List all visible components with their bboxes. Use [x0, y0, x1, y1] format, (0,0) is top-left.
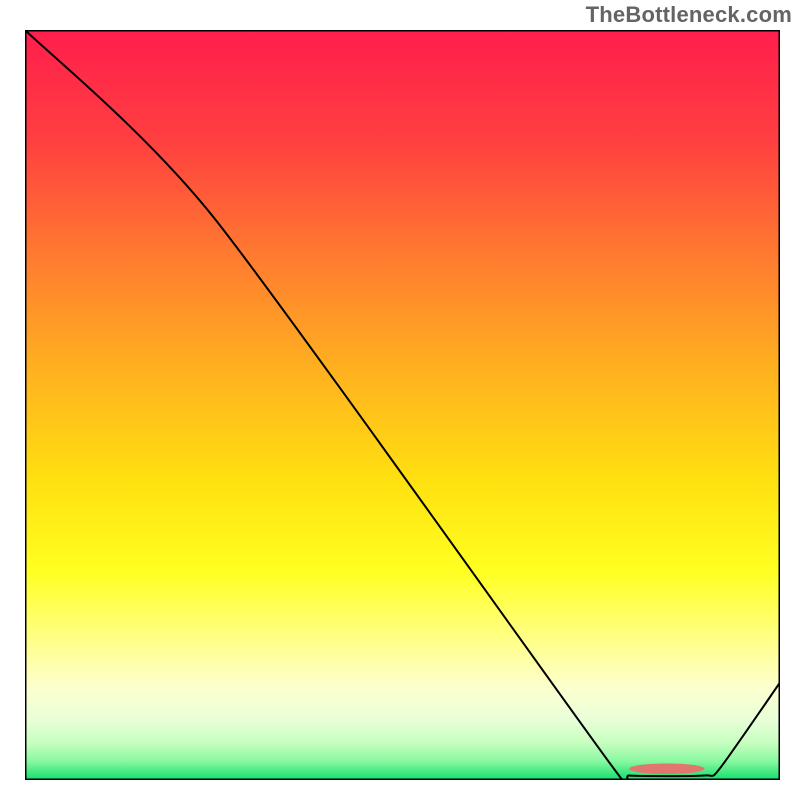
chart-container: TheBottleneck.com: [0, 0, 800, 800]
chart-svg: [25, 30, 780, 780]
watermark-text: TheBottleneck.com: [586, 2, 792, 28]
plot-area: [25, 30, 780, 780]
optimum-marker: [629, 764, 705, 775]
gradient-background: [25, 30, 780, 780]
